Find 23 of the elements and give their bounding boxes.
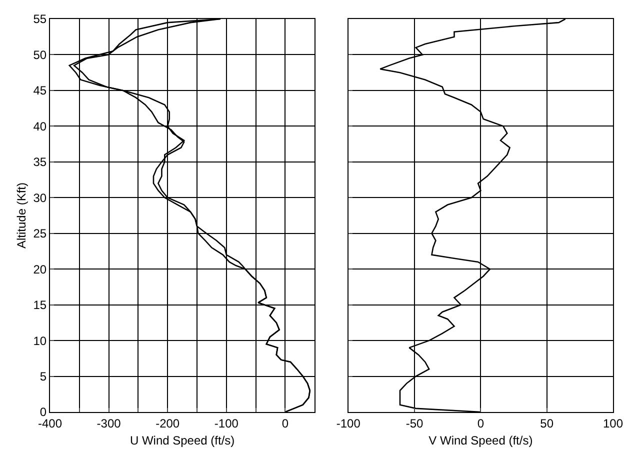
x-tick-label: 100 [602, 416, 624, 430]
x-tick-label: 50 [540, 416, 554, 430]
y-tick-label: 15 [33, 298, 47, 312]
x-axis-title: U Wind Speed (ft/s) [130, 433, 235, 448]
x-axis-title: V Wind Speed (ft/s) [428, 433, 533, 448]
y-tick-label: 50 [33, 48, 47, 62]
y-tick-label: 45 [33, 84, 47, 98]
x-tick-label: 0 [282, 416, 289, 430]
y-tick-label: 30 [33, 190, 47, 205]
x-tick-label: -100 [214, 416, 239, 430]
y-tick-label: 40 [33, 119, 47, 134]
y-axis-title: Altitude (Kft) [14, 182, 29, 249]
y-tick-label: 5 [40, 369, 47, 384]
y-tick-label: 35 [33, 155, 47, 170]
y-tick-label: 55 [33, 12, 47, 26]
x-tick-label: -50 [406, 416, 424, 430]
x-tick-label: -100 [336, 416, 361, 430]
y-tick-label: 20 [33, 262, 47, 276]
x-tick-label: -300 [96, 416, 122, 430]
x-tick-label: -200 [156, 416, 180, 430]
y-tick-label: 25 [33, 226, 47, 241]
y-tick-label: 10 [33, 334, 47, 348]
x-tick-label: 0 [477, 416, 484, 430]
